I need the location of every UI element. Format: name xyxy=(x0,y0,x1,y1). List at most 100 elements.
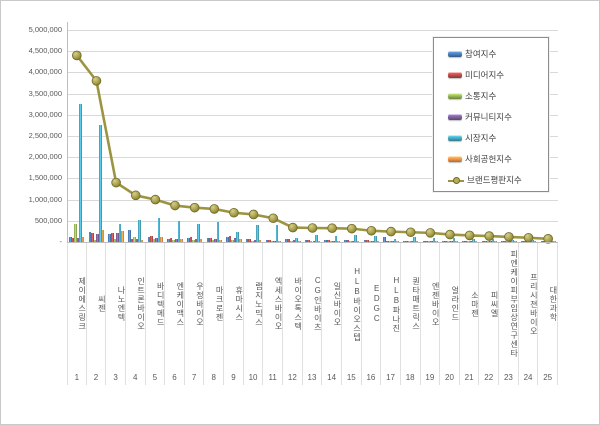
category-rank-label: 2 xyxy=(93,373,99,382)
category-cell-rank24: 프리시젼바이오 24 xyxy=(519,243,539,385)
bar-시장지수-rank7 xyxy=(197,223,200,242)
bar-참여지수-rank2 xyxy=(88,231,92,242)
gridline xyxy=(67,114,558,116)
bar-참여지수-rank1 xyxy=(69,236,72,242)
bar-커뮤니티지수-rank2 xyxy=(96,234,99,242)
y-tick-label: 3,000,000 xyxy=(28,109,62,119)
bar-참여지수-rank9 xyxy=(226,236,229,242)
bar-커뮤니티지수-rank15 xyxy=(351,240,355,242)
category-cell-rank5: 바디텍메드 5 xyxy=(146,243,166,385)
bar-소통지수-rank15 xyxy=(349,241,352,242)
bar-참여지수-rank21 xyxy=(461,240,465,242)
bar-미디어지수-rank15 xyxy=(346,239,350,242)
category-rank-label: 25 xyxy=(543,373,553,382)
category-name-label: HLB바이오스텝 xyxy=(352,266,361,342)
legend-color-chip-icon xyxy=(448,114,462,120)
bar-참여지수-rank23 xyxy=(501,241,504,242)
bar-미디어지수-rank20 xyxy=(444,240,448,242)
bar-사회공헌지수-rank16 xyxy=(376,241,380,242)
category-cell-rank11: 엑세스바이오 11 xyxy=(263,243,284,385)
category-rank-label: 14 xyxy=(327,373,337,382)
bar-소통지수-rank10 xyxy=(251,240,254,242)
bar-참여지수-rank8 xyxy=(206,238,210,242)
bar-소통지수-rank6 xyxy=(172,240,176,242)
category-cell-rank4: 인트론바이오 4 xyxy=(126,243,146,385)
category-rank-label: 1 xyxy=(74,373,80,382)
category-name-label: 휴마시스 xyxy=(234,286,243,322)
brand-index-marker-rank3 xyxy=(111,177,121,188)
brand-index-marker-rank21 xyxy=(464,230,475,241)
bar-미디어지수-rank2 xyxy=(91,232,94,242)
category-cell-rank17: HLB파나진 17 xyxy=(381,243,401,385)
bar-미디어지수-rank9 xyxy=(228,236,232,242)
bar-시장지수-rank4 xyxy=(138,219,141,242)
y-tick-label: 2,000,000 xyxy=(28,152,62,162)
bar-사회공헌지수-rank1 xyxy=(81,237,85,242)
category-name-label: 바이오톡스텍 xyxy=(293,277,302,331)
bar-사회공헌지수-rank18 xyxy=(415,241,419,242)
bar-미디어지수-rank4 xyxy=(130,239,134,242)
bar-미디어지수-rank18 xyxy=(405,240,409,242)
bar-소통지수-rank3 xyxy=(113,238,117,242)
bar-시장지수-rank5 xyxy=(157,217,161,242)
bar-시장지수-rank2 xyxy=(99,125,102,242)
bar-사회공헌지수-rank10 xyxy=(258,240,262,242)
bar-미디어지수-rank3 xyxy=(111,233,114,242)
bar-참여지수-rank25 xyxy=(540,241,544,242)
brand-index-marker-rank16 xyxy=(366,225,377,236)
category-cell-rank3: 나노엔텍 3 xyxy=(106,243,126,385)
legend-color-chip-icon xyxy=(448,72,462,78)
category-cell-rank13: CG인바이츠 13 xyxy=(303,243,323,385)
y-tick-label: 1,000,000 xyxy=(28,194,62,204)
brand-index-marker-rank6 xyxy=(170,200,180,211)
bar-사회공헌지수-rank24 xyxy=(533,241,537,242)
bar-참여지수-rank10 xyxy=(245,239,249,242)
bar-미디어지수-rank21 xyxy=(464,240,468,242)
bar-소통지수-rank16 xyxy=(368,241,372,242)
category-cell-rank14: 일신바이오 14 xyxy=(322,243,342,385)
category-name-label: 피엔케이피부임상연구센타 xyxy=(509,250,518,358)
bar-미디어지수-rank22 xyxy=(484,240,487,242)
bar-시장지수-rank24 xyxy=(531,240,534,242)
legend-label: 사회공헌지수 xyxy=(465,154,512,164)
gridline xyxy=(67,178,558,180)
bar-참여지수-rank22 xyxy=(481,241,485,242)
brand-index-marker-rank8 xyxy=(209,204,220,214)
brand-index-marker-rank13 xyxy=(307,223,318,233)
bar-시장지수-rank21 xyxy=(472,239,475,242)
legend-color-chip-icon xyxy=(448,135,462,141)
bar-커뮤니티지수-rank11 xyxy=(273,240,276,242)
bar-커뮤니티지수-rank5 xyxy=(155,237,158,242)
legend-label: 브랜드평판지수 xyxy=(467,175,522,185)
x-axis-line xyxy=(67,242,558,243)
bar-커뮤니티지수-rank7 xyxy=(194,238,198,242)
category-rank-label: 9 xyxy=(231,373,236,382)
category-cell-rank15: HLB바이오스텝 15 xyxy=(342,243,362,385)
brand-index-marker-rank17 xyxy=(386,226,396,237)
brand-index-markers xyxy=(72,50,553,244)
category-rank-label: 24 xyxy=(523,373,533,382)
bar-커뮤니티지수-rank20 xyxy=(449,241,453,242)
brand-index-marker-rank15 xyxy=(346,223,357,234)
bar-미디어지수-rank14 xyxy=(327,239,330,242)
bar-사회공헌지수-rank17 xyxy=(396,241,399,242)
brand-index-marker-rank24 xyxy=(523,232,534,243)
y-tick-label: 4,000,000 xyxy=(28,67,62,77)
category-name-label: 엔젠바이오 xyxy=(431,281,440,327)
category-cell-rank2: 씨젠 2 xyxy=(87,243,107,385)
category-rank-label: 23 xyxy=(503,373,513,382)
category-name-label: 피씨엘 xyxy=(490,290,499,318)
legend-label: 소통지수 xyxy=(465,91,497,101)
bar-시장지수-rank3 xyxy=(118,224,122,242)
bar-시장지수-rank1 xyxy=(79,104,82,242)
bar-사회공헌지수-rank3 xyxy=(121,230,124,242)
bar-참여지수-rank16 xyxy=(363,240,367,242)
bar-소통지수-rank22 xyxy=(486,241,490,242)
bar-소통지수-rank13 xyxy=(309,241,313,242)
category-cell-rank22: 피씨엘 22 xyxy=(479,243,500,385)
category-cell-rank21: 소마젠 21 xyxy=(460,243,480,385)
category-rank-label: 5 xyxy=(152,373,158,382)
category-rank-label: 19 xyxy=(425,373,435,382)
brand-index-marker-rank14 xyxy=(327,223,337,234)
category-cell-rank19: 엔젠바이오 19 xyxy=(421,243,441,385)
